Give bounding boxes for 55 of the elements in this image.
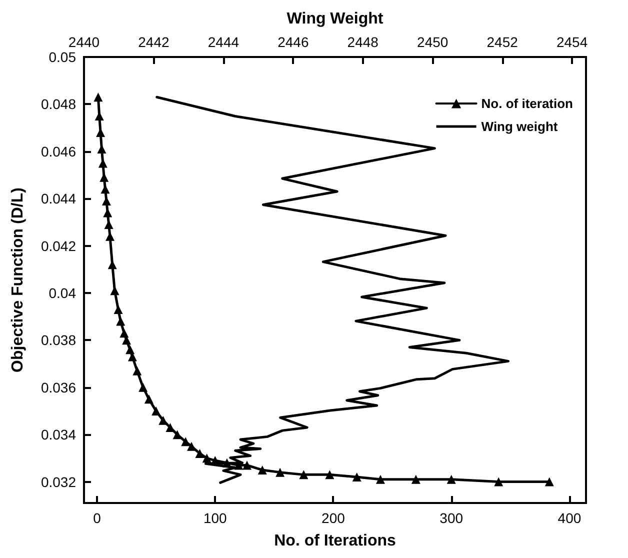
y-tick-label: 0.04 (48, 284, 76, 301)
x2-tick-label: 2454 (556, 34, 588, 50)
x-tick-label: 300 (440, 510, 464, 526)
point (144, 394, 154, 404)
y-tick-label: 0.046 (40, 143, 76, 160)
y-tick-label: 0.036 (40, 379, 76, 396)
point (181, 437, 190, 446)
y-tick-label: 0.034 (40, 426, 76, 443)
point (138, 382, 148, 392)
x-tick-label: 400 (558, 510, 582, 526)
x2-tick-label: 2448 (347, 34, 379, 50)
point (202, 454, 212, 463)
x-tick-label: 100 (203, 510, 228, 526)
point (222, 458, 232, 468)
x2-tick-label: 2446 (278, 34, 309, 50)
point (186, 442, 196, 451)
point (258, 465, 267, 474)
legend-label: Wing weight (481, 119, 558, 134)
x2-tick-label: 2450 (417, 34, 448, 50)
y-tick-label: 0.044 (40, 190, 76, 207)
point (126, 345, 135, 354)
y-tick-label: 0.032 (40, 474, 76, 490)
point (411, 474, 420, 484)
point (116, 316, 126, 326)
point (152, 406, 161, 416)
point (94, 92, 103, 102)
point (195, 448, 204, 458)
point (210, 456, 220, 466)
x-tick-label: 200 (322, 510, 346, 526)
point (114, 304, 123, 314)
y-tick-label: 0.042 (40, 238, 76, 254)
point (132, 366, 142, 376)
y-tick-label: 0.038 (40, 332, 76, 348)
y-axis-title: Objective Function (D/L) (10, 188, 26, 372)
legend-label: No. of iteration (481, 96, 574, 111)
point (120, 328, 129, 338)
x2-tick-label: 2442 (138, 34, 170, 50)
point (242, 460, 252, 470)
x2-tick-label: 2444 (208, 34, 240, 50)
y-tick-label: 0.048 (40, 96, 76, 112)
point (376, 474, 385, 484)
point (544, 477, 554, 486)
x2-tick-label: 2440 (68, 34, 100, 50)
point (172, 430, 182, 440)
point (299, 470, 308, 480)
point (325, 470, 334, 480)
x-tick-label: 0 (93, 510, 102, 526)
point (276, 468, 285, 477)
y-tick-label: 0.05 (48, 49, 76, 65)
x2-tick-label: 2452 (486, 34, 518, 50)
point (446, 474, 456, 484)
point (494, 477, 504, 486)
x-axis-title: No. of Iterations (274, 532, 396, 550)
x2-axis-title: Wing Weight (286, 10, 384, 28)
point (352, 472, 362, 482)
